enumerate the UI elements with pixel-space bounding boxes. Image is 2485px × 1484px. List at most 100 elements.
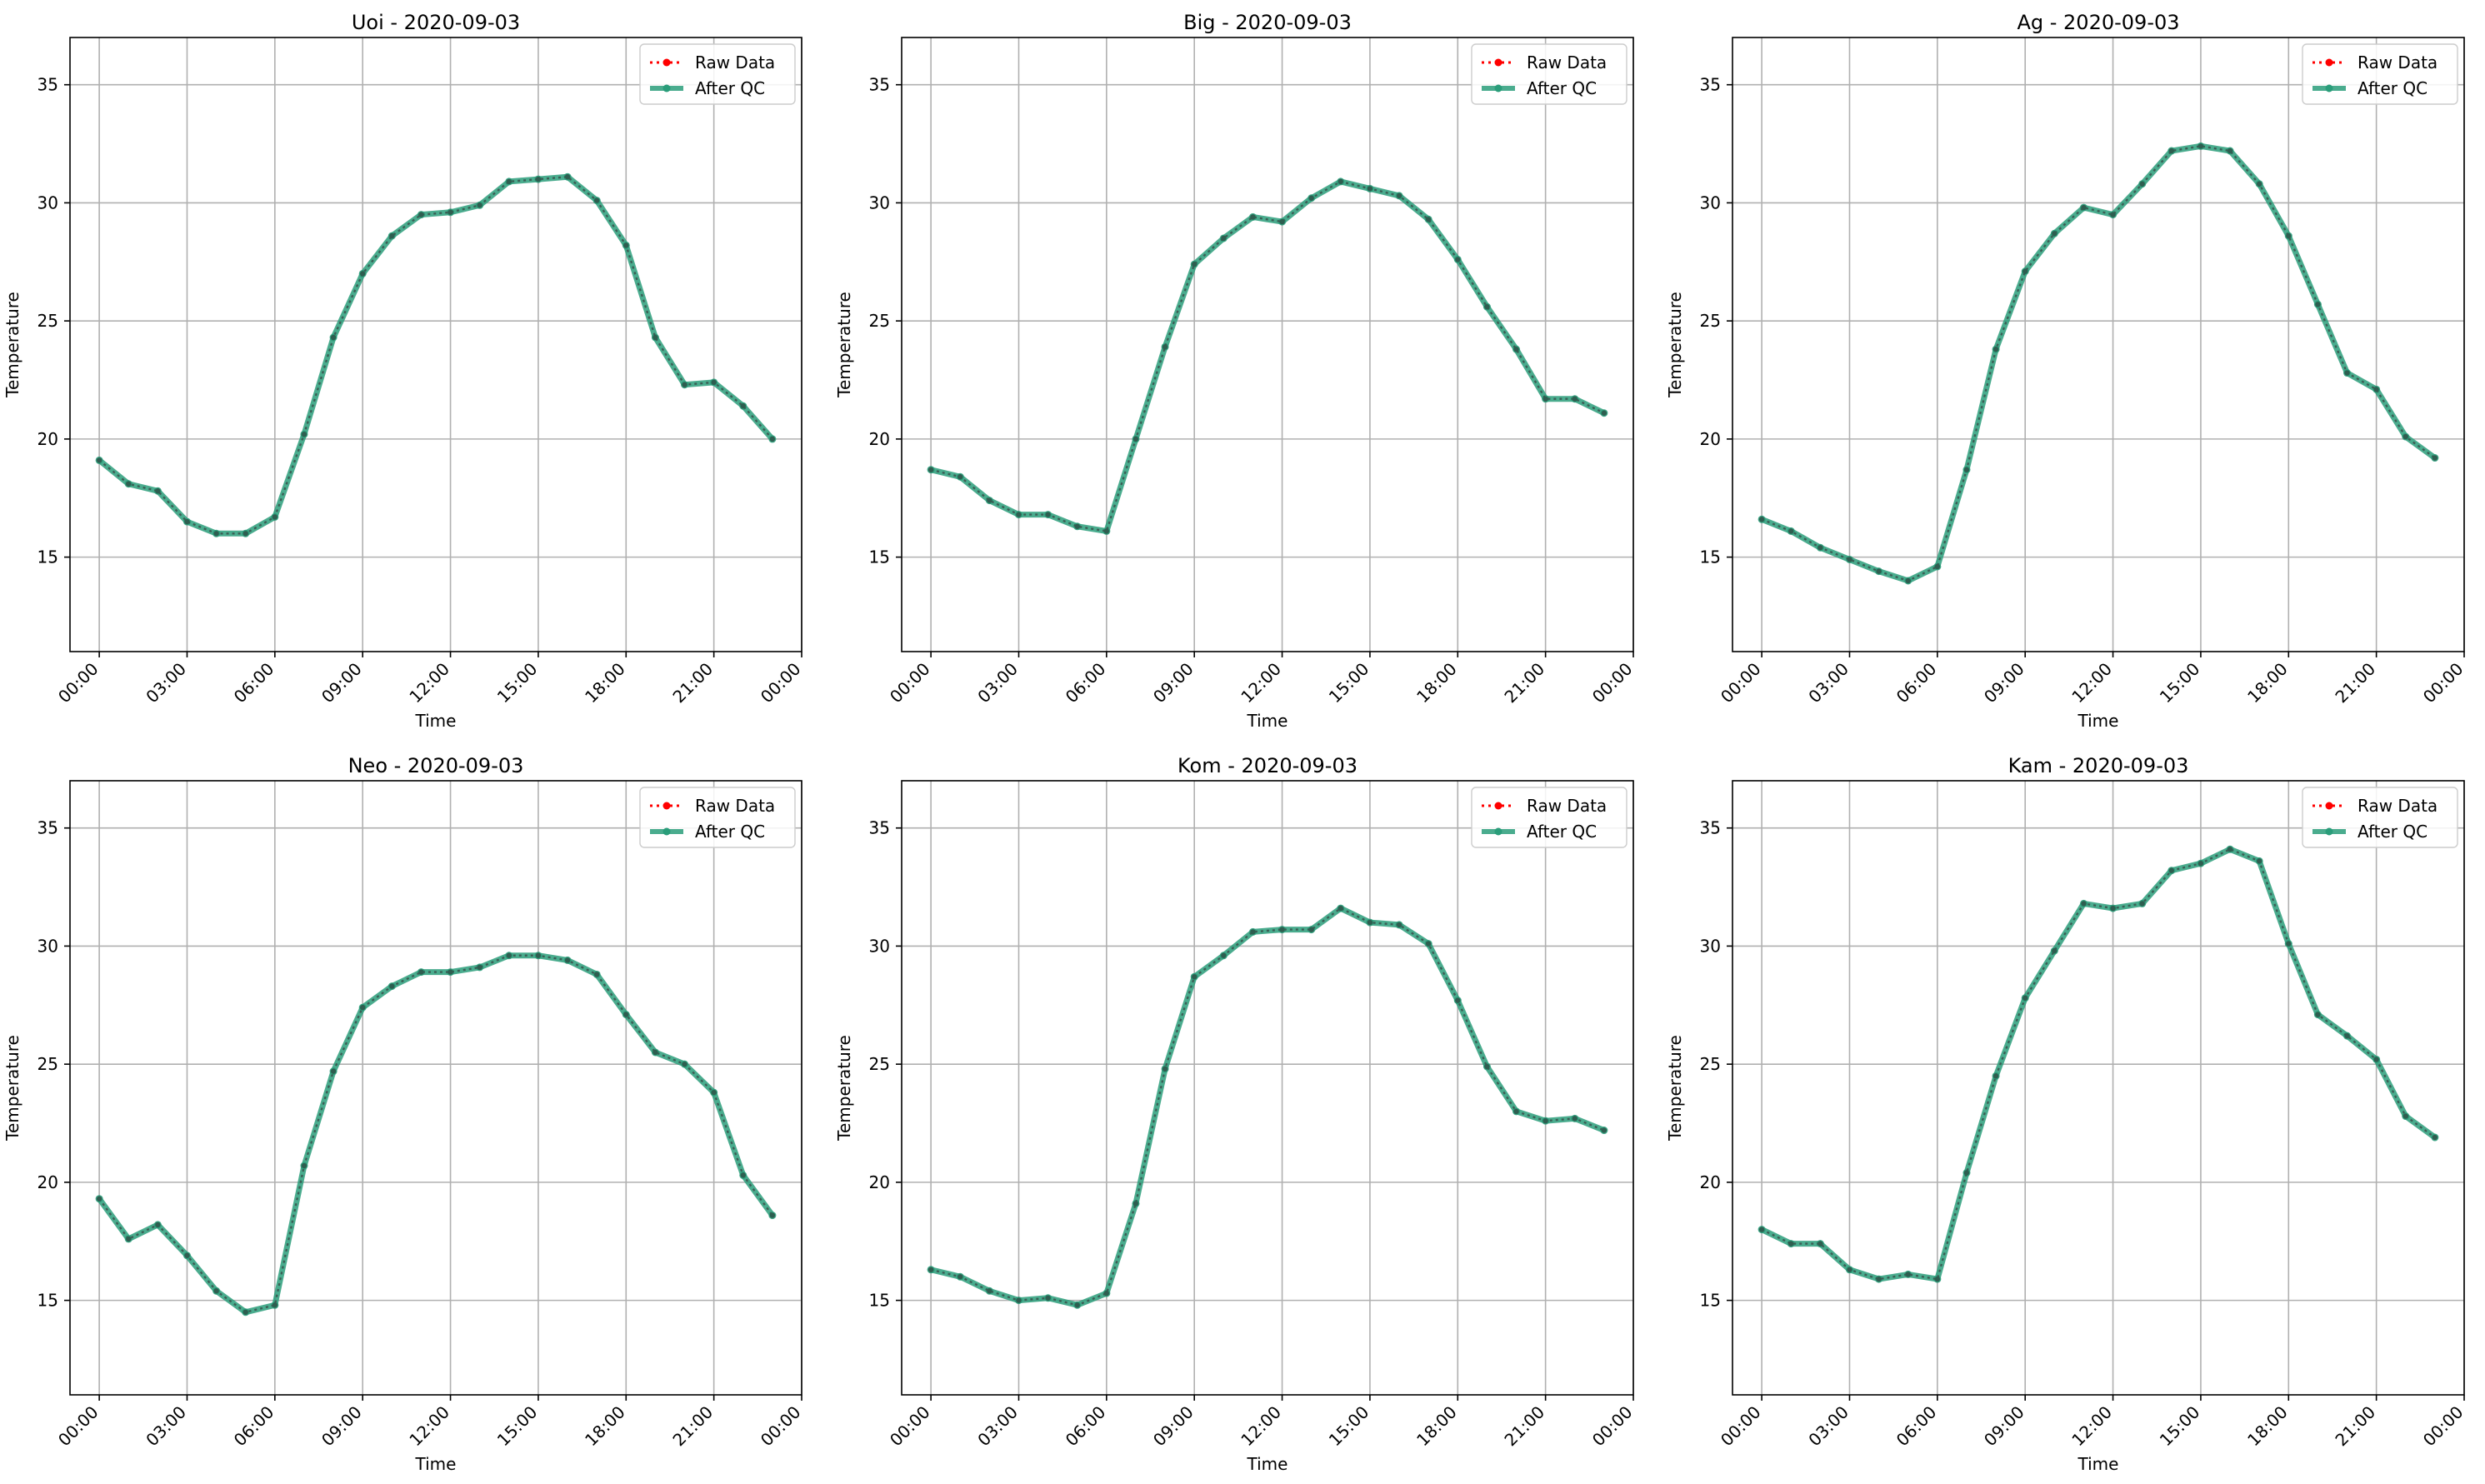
legend: Raw Data After QC bbox=[1471, 43, 1628, 105]
data-point-raw-data bbox=[535, 176, 542, 182]
plot-frame bbox=[1732, 780, 2465, 1396]
chart-title: Kom - 2020-09-03 bbox=[1178, 754, 1358, 777]
data-point-raw-data bbox=[1963, 467, 1970, 472]
data-point-raw-data bbox=[1847, 557, 1852, 562]
legend-marker-after-qc bbox=[2325, 84, 2333, 92]
y-tick-label: 25 bbox=[1700, 1054, 1721, 1074]
y-tick-label: 20 bbox=[38, 1172, 58, 1192]
data-point-raw-data bbox=[1818, 1241, 1823, 1247]
legend-label-after-qc: After QC bbox=[1527, 822, 1597, 842]
data-point-raw-data bbox=[769, 1212, 776, 1218]
data-point-raw-data bbox=[2139, 181, 2145, 187]
x-tick-label: 06:00 bbox=[1062, 1402, 1110, 1451]
data-point-raw-data bbox=[1484, 303, 1490, 310]
y-tick-label: 15 bbox=[38, 1291, 58, 1311]
legend-marker-raw-data bbox=[1494, 58, 1502, 67]
data-point-raw-data bbox=[1250, 929, 1256, 935]
data-point-raw-data bbox=[1279, 218, 1285, 225]
data-point-raw-data bbox=[418, 969, 424, 975]
data-point-raw-data bbox=[242, 531, 248, 537]
x-tick-label: 00:00 bbox=[1717, 659, 1765, 707]
series-line-raw-data bbox=[1761, 145, 2436, 582]
subplot-4: 00:00 03:00 06:00 09:00 12:00 15:00 18:00 21:00… bbox=[2, 754, 805, 1474]
data-point-raw-data bbox=[1572, 1116, 1578, 1122]
x-tick-label: 12:00 bbox=[405, 1402, 453, 1451]
chart-title: Ag - 2020-09-03 bbox=[2017, 11, 2179, 34]
y-tick-label: 15 bbox=[1700, 1291, 1721, 1311]
series-line-after-qc bbox=[930, 178, 1606, 534]
x-axis-label: Time bbox=[415, 1454, 457, 1474]
legend-marker-raw-data bbox=[2325, 58, 2333, 67]
y-tick-label: 25 bbox=[38, 1054, 58, 1074]
chart-title: Uoi - 2020-09-03 bbox=[352, 11, 520, 34]
x-tick-label: 09:00 bbox=[1149, 1402, 1198, 1451]
data-point-raw-data bbox=[1876, 568, 1882, 574]
chart-title: Big - 2020-09-03 bbox=[1183, 11, 1352, 34]
data-point-raw-data bbox=[1367, 919, 1373, 926]
y-tick-label: 20 bbox=[38, 429, 58, 449]
x-tick-label: 06:00 bbox=[1892, 659, 1941, 707]
legend-label-raw-data: Raw Data bbox=[2358, 52, 2438, 72]
x-tick-label: 03:00 bbox=[1804, 659, 1852, 707]
data-point-raw-data bbox=[593, 972, 600, 977]
data-point-raw-data bbox=[155, 1222, 161, 1228]
data-point-raw-data bbox=[1045, 1295, 1051, 1301]
series-line-after-qc bbox=[97, 173, 775, 537]
y-tick-label: 30 bbox=[38, 192, 58, 212]
data-point-raw-data bbox=[301, 1162, 308, 1169]
x-tick-label: 21:00 bbox=[668, 659, 717, 707]
plot-frame bbox=[1732, 37, 2465, 652]
y-tick-label: 25 bbox=[869, 311, 890, 331]
legend-marker-raw-data bbox=[1494, 802, 1502, 810]
data-point-raw-data bbox=[740, 1172, 746, 1178]
y-axis-label: Temperature bbox=[1665, 292, 1685, 398]
legend-label-after-qc: After QC bbox=[695, 822, 765, 842]
series-line-raw-data bbox=[98, 176, 773, 535]
data-point-raw-data bbox=[184, 518, 190, 525]
data-point-raw-data bbox=[1045, 512, 1051, 517]
data-point-raw-data bbox=[1905, 1272, 1911, 1277]
data-point-raw-data bbox=[1338, 905, 1344, 912]
data-point-raw-data bbox=[2402, 433, 2408, 440]
data-point-raw-data bbox=[360, 271, 366, 277]
data-point-raw-data bbox=[1788, 528, 1794, 534]
chart-title: Neo - 2020-09-03 bbox=[348, 754, 524, 777]
legend: Raw Data After QC bbox=[2302, 43, 2458, 105]
x-tick-label: 00:00 bbox=[1717, 1402, 1765, 1451]
data-point-raw-data bbox=[242, 1309, 248, 1315]
data-point-raw-data bbox=[2373, 1057, 2379, 1062]
y-tick-label: 20 bbox=[1700, 429, 1721, 449]
data-point-raw-data bbox=[2256, 858, 2262, 864]
legend-label-raw-data: Raw Data bbox=[2358, 796, 2438, 816]
subplot-2: 00:00 03:00 06:00 09:00 12:00 15:00 18:00 21:00… bbox=[834, 11, 1637, 731]
series-line-raw-data bbox=[98, 954, 773, 1314]
plot-frame bbox=[69, 780, 802, 1396]
data-point-raw-data bbox=[1934, 1276, 1941, 1282]
data-point-raw-data bbox=[1513, 1108, 1519, 1115]
x-tick-label: 15:00 bbox=[493, 1402, 542, 1451]
data-point-raw-data bbox=[769, 436, 776, 442]
data-point-raw-data bbox=[389, 232, 395, 239]
data-point-raw-data bbox=[2227, 847, 2233, 852]
data-point-raw-data bbox=[2052, 231, 2058, 237]
data-point-raw-data bbox=[682, 1061, 688, 1067]
data-point-raw-data bbox=[2139, 901, 2145, 907]
data-point-raw-data bbox=[1847, 1267, 1852, 1272]
y-tick-label: 35 bbox=[38, 818, 58, 838]
x-tick-label: 09:00 bbox=[1149, 659, 1198, 707]
legend: Raw Data After QC bbox=[639, 787, 796, 848]
data-point-raw-data bbox=[213, 1288, 219, 1294]
data-point-raw-data bbox=[1396, 192, 1402, 199]
data-point-raw-data bbox=[1758, 517, 1765, 522]
series-line-raw-data bbox=[930, 907, 1605, 1307]
data-point-raw-data bbox=[448, 969, 453, 975]
x-tick-label: 06:00 bbox=[230, 659, 278, 707]
x-tick-label: 21:00 bbox=[1500, 659, 1548, 707]
data-point-raw-data bbox=[623, 1012, 629, 1017]
y-axis-label: Temperature bbox=[2, 292, 22, 398]
data-point-raw-data bbox=[1758, 1227, 1765, 1232]
data-point-raw-data bbox=[272, 1302, 278, 1308]
data-point-raw-data bbox=[126, 1236, 132, 1242]
data-point-raw-data bbox=[958, 1274, 963, 1280]
